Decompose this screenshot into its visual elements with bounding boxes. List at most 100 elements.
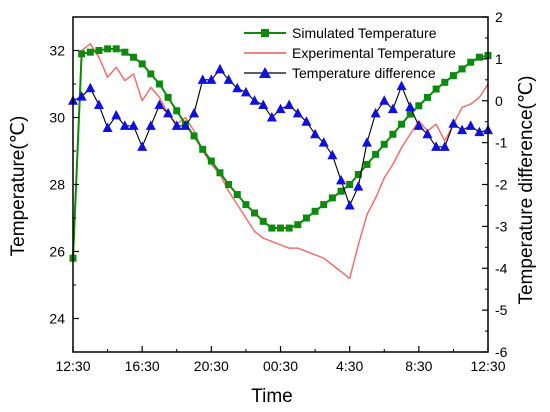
simulated-temperature-point <box>242 201 250 209</box>
simulated-temperature-point <box>467 58 475 66</box>
simulated-temperature-point <box>86 48 94 56</box>
simulated-temperature-point <box>328 194 336 202</box>
temperature-difference-point <box>223 74 234 84</box>
temperature-difference-point <box>353 181 364 191</box>
temperature-difference-point <box>258 99 269 109</box>
simulated-temperature-point <box>363 160 371 168</box>
temperature-difference-point <box>76 91 87 101</box>
legend-simulated-marker <box>261 29 269 37</box>
x-tick-label: 20:30 <box>194 358 229 374</box>
simulated-temperature-point <box>406 110 414 118</box>
temperature-difference-point <box>318 137 329 147</box>
simulated-temperature-point <box>380 140 388 148</box>
x-tick-label: 00:30 <box>263 358 298 374</box>
y-right-tick-label: -6 <box>495 344 508 360</box>
simulated-temperature-point <box>415 102 423 110</box>
simulated-temperature-point <box>277 224 284 232</box>
temperature-difference-point <box>197 74 208 84</box>
temperature-difference-point <box>361 137 372 147</box>
simulated-temperature-point <box>216 169 224 177</box>
simulated-temperature-point <box>104 45 112 53</box>
x-axis-title: Time <box>251 386 293 407</box>
simulated-temperature-point <box>372 150 380 158</box>
simulated-temperature-point <box>207 157 215 165</box>
x-tick-label: 12:30 <box>470 358 505 374</box>
simulated-temperature-point <box>294 221 302 229</box>
simulated-temperature-point <box>95 47 103 54</box>
simulated-temperature-point <box>458 65 466 73</box>
temperature-difference-point <box>206 74 217 84</box>
simulated-temperature-point <box>389 130 397 138</box>
legend: Simulated Temperature Experimental Tempe… <box>244 25 456 81</box>
temperature-difference-point <box>448 118 459 128</box>
temperature-difference-point <box>422 128 433 139</box>
temperature-difference-point <box>119 120 130 130</box>
simulated-temperature-point <box>398 120 406 128</box>
x-tick-label: 8:30 <box>405 358 432 374</box>
simulated-temperature-point <box>225 181 233 188</box>
simulated-temperature-point <box>173 107 181 115</box>
temperature-difference-point <box>457 124 468 135</box>
simulated-temperature-point <box>354 170 362 178</box>
y-left-tick-label: 30 <box>49 110 65 126</box>
temperature-difference-point <box>431 141 442 151</box>
y-right-tick-label: 2 <box>495 9 503 25</box>
legend-difference-marker <box>259 67 271 78</box>
simulated-temperature-point <box>190 132 198 140</box>
simulated-temperature-point <box>130 53 138 61</box>
temperature-difference-point <box>189 107 200 118</box>
temperature-difference-point <box>93 99 104 109</box>
simulated-temperature-point <box>302 214 310 222</box>
y-left-tick-label: 26 <box>49 244 65 260</box>
simulated-temperature-point <box>432 85 440 93</box>
temperature-difference-point <box>405 101 416 112</box>
x-tick-label: 12:30 <box>55 358 90 374</box>
simulated-temperature-point <box>441 78 449 86</box>
simulated-temperature-point <box>346 181 354 188</box>
temperature-difference-point <box>292 107 303 118</box>
simulated-temperature-point <box>285 224 293 232</box>
y-left-tick-label: 32 <box>49 43 65 59</box>
simulated-temperature-point <box>78 50 86 58</box>
y-axis-left-title: Temperature(℃) <box>8 116 29 257</box>
simulated-temperature-point <box>320 201 328 209</box>
simulated-temperature-point <box>147 70 155 78</box>
temperature-difference-point <box>284 99 295 109</box>
temperature-difference-point <box>439 141 450 151</box>
simulated-temperature-point <box>449 72 457 80</box>
temperature-difference-point <box>379 95 390 105</box>
simulated-temperature-point <box>251 209 259 217</box>
simulated-temperature-point <box>155 80 163 88</box>
plot-layer <box>68 43 493 280</box>
simulated-temperature-point <box>112 45 120 53</box>
temperature-difference-point <box>137 141 148 151</box>
y-left-tick-label: 24 <box>49 311 65 327</box>
temperature-difference-point <box>344 199 355 210</box>
temperature-difference-point <box>240 86 251 97</box>
simulated-temperature-point <box>337 187 345 195</box>
x-tick-label: 4:30 <box>336 358 363 374</box>
temperature-difference-point <box>301 116 312 126</box>
temperature-difference-point <box>275 103 286 114</box>
temperature-difference-point <box>214 63 225 74</box>
legend-difference-label: Temperature difference <box>292 65 436 81</box>
simulated-temperature-point <box>233 191 241 199</box>
temperature-difference-point <box>370 107 381 118</box>
temperature-difference-point <box>171 120 182 130</box>
y-right-tick-label: -4 <box>495 260 508 276</box>
temperature-difference-point <box>145 120 156 130</box>
y-right-tick-label: -3 <box>495 218 508 234</box>
simulated-temperature-point <box>423 93 431 101</box>
simulated-temperature-point <box>199 145 207 153</box>
temperature-difference-point <box>85 82 96 93</box>
temperature-difference-point <box>163 107 174 118</box>
temperature-difference-point <box>128 120 139 130</box>
y-right-tick-label: 0 <box>495 93 503 109</box>
temperature-difference-point <box>336 174 347 185</box>
temperature-difference-point <box>474 126 485 137</box>
y-right-tick-label: 1 <box>495 51 503 67</box>
temperature-difference-point <box>413 120 424 130</box>
temperature-difference-point <box>154 99 165 109</box>
y-left-tick-label: 28 <box>49 177 65 193</box>
